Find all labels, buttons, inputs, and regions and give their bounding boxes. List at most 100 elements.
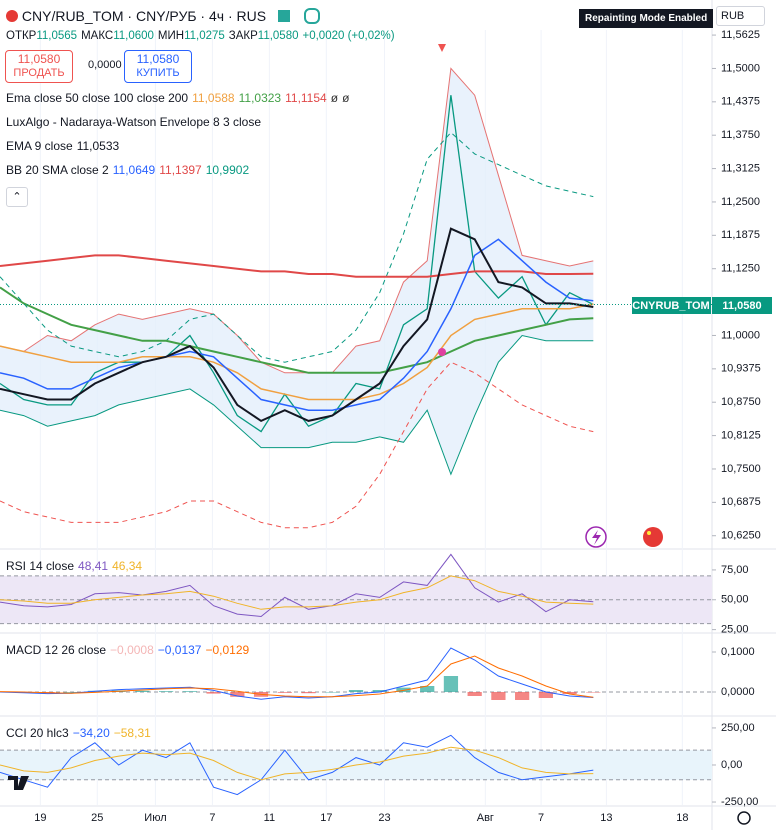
collapse-button[interactable]: ⌃: [6, 187, 28, 207]
legend-value: −0,0137: [157, 643, 202, 657]
price-label-box: [712, 297, 772, 314]
symbol-header: CNY/RUB_TOM · CNY/РУБ · 4ч · RUS: [6, 8, 320, 24]
legend-row: LuxAlgo - Nadaraya-Watson Envelope 8 3 c…: [6, 115, 265, 129]
histogram-bar: [182, 691, 197, 692]
series-line: [0, 553, 594, 618]
y-tick-label: 25,00: [721, 624, 749, 636]
series-line: [0, 67, 594, 374]
histogram-bar: [277, 692, 292, 693]
badge: Repainting Mode Enabled: [579, 9, 714, 28]
legend-title: MACD 12 26 close: [6, 643, 107, 657]
legend-value: ø: [342, 91, 350, 105]
legend-value: 11,1154: [285, 91, 327, 105]
y-tick-label: 11,0000: [721, 329, 760, 341]
y-tick-label: 0,1000: [721, 646, 755, 658]
histogram-bar: [396, 687, 411, 692]
signal-dot: [438, 348, 446, 356]
legend-title: Ema close 50 close 100 close 200: [6, 91, 189, 105]
buy-button[interactable]: 11,0580 КУПИТЬ: [124, 50, 192, 83]
series-line: [0, 734, 594, 796]
series-line: [0, 227, 594, 423]
plot-layer: 19 25 Июл 7 11 17 23 Авг 7 13 18 11,5625 11,5000 11,4…: [0, 29, 761, 824]
flag-star: [647, 531, 651, 535]
histogram-bar: [206, 692, 221, 694]
histogram-bar: [230, 692, 245, 697]
x-tick-label: 11: [264, 812, 275, 824]
x-tick-label: 23: [378, 812, 390, 824]
legend-title: BB 20 SMA close 2: [6, 163, 109, 177]
legend-value: −58,31: [113, 726, 151, 740]
currency-select[interactable]: RUB: [716, 6, 766, 26]
y-tick-label: 10,6250: [721, 530, 761, 542]
ohlc-value: 11,0275: [184, 30, 225, 42]
x-tick-label: 13: [600, 812, 612, 824]
y-tick-label: 10,9375: [721, 363, 761, 375]
x-tick-label: 7: [538, 812, 544, 824]
series-line: [0, 95, 594, 433]
ohlc-label: ОТКР: [6, 30, 37, 42]
legend-title: CCI 20 hlc3: [6, 726, 69, 740]
y-tick-label: -250,00: [721, 796, 758, 808]
legend-title: LuxAlgo - Nadaraya-Watson Envelope 8 3 c…: [6, 115, 262, 129]
x-tick-label: 7: [209, 812, 215, 824]
y-tick-label: 11,5000: [721, 62, 760, 74]
ohlc-label: МИН: [157, 30, 185, 42]
legend-value: 11,1397: [159, 163, 202, 177]
y-tick-label: 250,00: [721, 722, 755, 734]
series-line: [0, 238, 594, 411]
y-tick-label: 10,8125: [721, 429, 761, 441]
x-tick-label: Авг: [477, 812, 494, 824]
histogram-bar: [372, 690, 387, 692]
histogram-bar: [586, 692, 601, 693]
y-tick-label: 11,2500: [721, 196, 760, 208]
market-open-icon: [303, 8, 320, 24]
event-icon[interactable]: [585, 526, 607, 548]
y-tick-label: 10,6875: [721, 496, 761, 508]
legend-row: RSI 14 close 48,41 46,34: [6, 559, 146, 573]
legend-row: MACD 12 26 close −0,0008 −0,0137 −0,0129: [6, 643, 253, 657]
sell-label: ПРОДАТЬ: [13, 67, 65, 79]
histogram-bar: [443, 676, 459, 692]
ohlc-value: 11,0565: [36, 30, 78, 42]
signal-marker: [438, 44, 446, 52]
legend-value: 46,34: [112, 559, 143, 573]
x-tick-label: 17: [320, 812, 332, 824]
legend-title: RSI 14 close: [6, 559, 75, 573]
series-line: [0, 303, 594, 401]
ohlc-value: 11,0600: [113, 30, 154, 42]
logo: [10, 771, 14, 793]
logo-mark: [8, 776, 29, 790]
histogram-bar: [325, 692, 340, 693]
y-tick-label: 10,7500: [721, 463, 761, 475]
legend-value: 11,0588: [192, 91, 235, 105]
legend-value: 11,0649: [112, 163, 156, 177]
y-tick-label: 50,00: [721, 594, 749, 606]
legend-row: Ema close 50 close 100 close 200 11,0588 1…: [6, 91, 353, 105]
x-tick-label: Июл: [144, 812, 166, 824]
y-tick-label: 75,00: [721, 564, 749, 576]
sell-button[interactable]: 11,0580 ПРОДАТЬ: [5, 50, 73, 83]
event-icon-bolt: [592, 530, 601, 545]
ohlc-value: 11,0580: [257, 30, 299, 42]
y-tick-label: 0,00: [721, 759, 742, 771]
price-label: 11,0580: [722, 300, 761, 312]
histogram-bar: [301, 692, 316, 694]
x-tick-label: 25: [91, 812, 103, 824]
change: +0,0020 (+0,02%): [302, 30, 395, 42]
legend-value: ø: [330, 91, 339, 105]
settings-icon[interactable]: [737, 811, 751, 825]
legend-value: 48,41: [78, 559, 109, 573]
symbol-icon: [6, 10, 18, 22]
y-tick-label: 11,1250: [721, 263, 760, 275]
series-line: [0, 334, 594, 476]
y-tick-label: 11,1875: [721, 229, 760, 241]
ohlc-row: ОТКР11,0565 МАКС11,0600 МИН11,0275 ЗАКР11,0…: [6, 30, 399, 42]
sell-price: 11,0580: [17, 52, 61, 66]
series-line: [0, 746, 594, 781]
symbol-title: CNY/RUB_TOM · CNY/РУБ · 4ч · RUS: [21, 8, 267, 24]
flag-icon[interactable]: [643, 527, 663, 547]
buy-label: КУПИТЬ: [136, 67, 180, 79]
legend-value: 10,9902: [205, 163, 250, 177]
legend-row: BB 20 SMA close 2 11,0649 11,1397 10,9902: [6, 163, 253, 177]
